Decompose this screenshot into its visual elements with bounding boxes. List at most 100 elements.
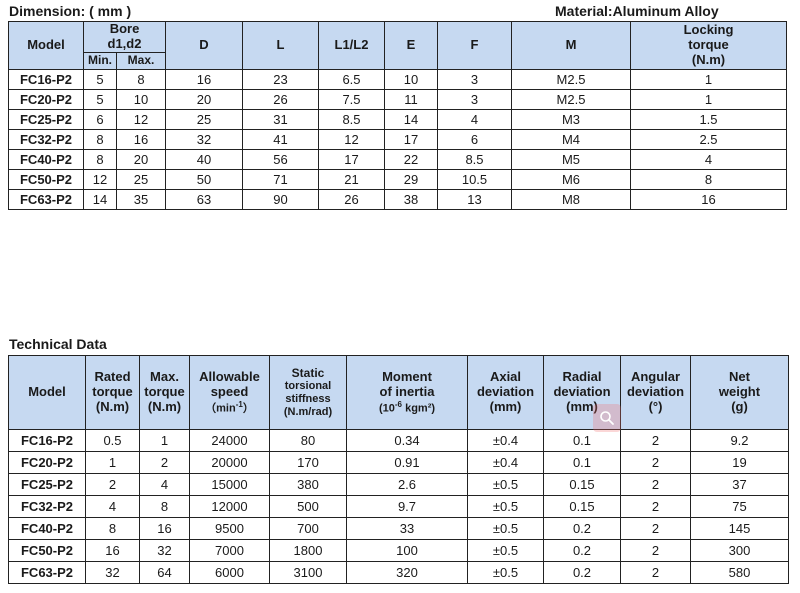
value-cell: 32 [85, 561, 140, 584]
value-cell: 2.5 [630, 129, 787, 150]
value-cell: 380 [269, 473, 347, 496]
value-cell: 10.5 [437, 169, 512, 190]
value-cell: 2 [85, 473, 140, 496]
value-cell: 63 [165, 189, 243, 210]
value-cell: 0.2 [543, 539, 621, 562]
value-cell: 170 [269, 451, 347, 474]
value-cell: 56 [242, 149, 319, 170]
value-cell: 13 [437, 189, 512, 210]
header-d: D [165, 21, 243, 70]
value-cell: 8 [116, 69, 166, 90]
value-cell: 1 [630, 69, 787, 90]
value-cell: 71 [242, 169, 319, 190]
technical-title: Technical Data [9, 336, 107, 352]
value-cell: 17 [318, 149, 385, 170]
value-cell: 16 [630, 189, 787, 210]
header-speed-line3: （min-1） [190, 400, 269, 415]
value-cell: 37 [690, 473, 789, 496]
value-cell: 0.1 [543, 451, 621, 474]
header-speed-line2: speed [210, 383, 249, 399]
dimension-table: Model Bore d1,d2 D L L1/L2 E F M Locking… [8, 21, 787, 210]
value-cell: 10 [384, 69, 438, 90]
dimension-title: Dimension: ( mm ) [9, 3, 132, 19]
header-moment-line2: of inertia [379, 383, 435, 399]
header-max-line2: torque [144, 384, 185, 400]
value-cell: 0.34 [346, 429, 468, 452]
header-bore: Bore d1,d2 [83, 21, 166, 53]
value-cell: 35 [116, 189, 166, 210]
header-max-torque: Max. torque (N.m) [139, 355, 190, 430]
value-cell: 16 [139, 517, 190, 540]
header-l: L [242, 21, 319, 70]
header-e: E [384, 21, 438, 70]
value-cell: 9500 [189, 517, 270, 540]
value-cell: 21 [318, 169, 385, 190]
value-cell: 580 [690, 561, 789, 584]
header-axial-line1: Axial [489, 369, 522, 385]
value-cell: 33 [346, 517, 468, 540]
value-cell: 5 [83, 69, 117, 90]
header-radial-line3: (mm) [566, 398, 598, 414]
header-allowable-speed: Allowable speed （min-1） [189, 355, 270, 430]
dimension-table-body: FC16-P2 5 8 16 23 6.5 10 3 M2.5 1 FC20-P2 5 10 20 26 7.… [8, 69, 787, 210]
value-cell: 3 [437, 89, 512, 110]
value-cell: 8.5 [437, 149, 512, 170]
model-cell: FC50-P2 [8, 169, 84, 190]
value-cell: 0.91 [346, 451, 468, 474]
technical-row: FC25-P2 2 4 15000 380 2.6 ±0.5 0.15 2 37 [8, 473, 789, 496]
header-bore-line2: d1,d2 [107, 36, 142, 51]
model-cell: FC25-P2 [8, 109, 84, 130]
value-cell: 32 [139, 539, 190, 562]
value-cell: 40 [165, 149, 243, 170]
header-radial-line1: Radial [562, 369, 602, 385]
model-cell: FC32-P2 [8, 495, 86, 518]
value-cell: 1 [85, 451, 140, 474]
value-cell: M6 [511, 169, 631, 190]
value-cell: ±0.5 [467, 517, 544, 540]
search-icon[interactable] [593, 404, 621, 432]
value-cell: 1 [139, 429, 190, 452]
header-angular-line3: (°) [648, 398, 663, 414]
value-cell: 8 [630, 169, 787, 190]
value-cell: 2 [620, 561, 691, 584]
model-cell: FC40-P2 [8, 517, 86, 540]
value-cell: M4 [511, 129, 631, 150]
value-cell: 4 [630, 149, 787, 170]
technical-row: FC63-P2 32 64 6000 3100 320 ±0.5 0.2 2 580 [8, 561, 789, 584]
speed-unit-pre: （min [205, 402, 236, 415]
model-cell: FC32-P2 [8, 129, 84, 150]
technical-table: Model Rated torque (N.m) Max. torque (N.… [8, 355, 789, 584]
value-cell: 8 [85, 517, 140, 540]
header-max-line1: Max. [150, 369, 179, 385]
dimension-row: FC16-P2 5 8 16 23 6.5 10 3 M2.5 1 [8, 69, 787, 90]
value-cell: 80 [269, 429, 347, 452]
header-speed-line1: Allowable [199, 368, 260, 384]
value-cell: 16 [85, 539, 140, 562]
value-cell: 0.15 [543, 473, 621, 496]
technical-table-body: FC16-P2 0.5 1 24000 80 0.34 ±0.4 0.1 2 9.2 FC20-P2… [8, 429, 789, 584]
value-cell: M3 [511, 109, 631, 130]
header-torque-line3: (N.m) [691, 51, 726, 67]
value-cell: 8 [139, 495, 190, 518]
value-cell: 2 [620, 451, 691, 474]
header-f: F [437, 21, 512, 70]
value-cell: 6000 [189, 561, 270, 584]
value-cell: 31 [242, 109, 319, 130]
magnifier-glyph [600, 411, 614, 425]
value-cell: 3 [437, 69, 512, 90]
header-angular-line2: deviation [626, 384, 685, 400]
value-cell: 12 [116, 109, 166, 130]
material-label: Material:Aluminum Alloy [555, 3, 719, 19]
value-cell: 7.5 [318, 89, 385, 110]
value-cell: 20 [165, 89, 243, 110]
value-cell: 26 [318, 189, 385, 210]
value-cell: 50 [165, 169, 243, 190]
value-cell: 0.5 [85, 429, 140, 452]
dimension-row: FC40-P2 8 20 40 56 17 22 8.5 M5 4 [8, 149, 787, 170]
technical-row: FC16-P2 0.5 1 24000 80 0.34 ±0.4 0.1 2 9.2 [8, 429, 789, 452]
header-radial-line2: deviation [553, 384, 611, 400]
value-cell: 8 [83, 149, 117, 170]
value-cell: 0.2 [543, 517, 621, 540]
value-cell: 700 [269, 517, 347, 540]
model-cell: FC40-P2 [8, 149, 84, 170]
